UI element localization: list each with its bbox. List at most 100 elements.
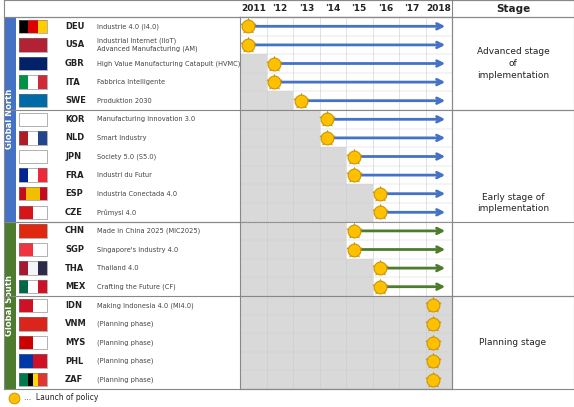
Bar bbox=[28, 75, 38, 89]
Point bbox=[243, 42, 253, 48]
Bar bbox=[266, 54, 452, 73]
Text: ZAF: ZAF bbox=[65, 375, 83, 384]
Text: Singapore's Industry 4.0: Singapore's Industry 4.0 bbox=[97, 247, 179, 252]
Text: '13: '13 bbox=[298, 4, 314, 13]
Text: Made in China 2025 (MIC2025): Made in China 2025 (MIC2025) bbox=[97, 228, 200, 234]
Bar bbox=[19, 354, 47, 368]
Bar bbox=[28, 168, 38, 182]
Text: Crafting the Future (CF): Crafting the Future (CF) bbox=[97, 283, 176, 290]
Text: VNM: VNM bbox=[65, 319, 87, 328]
Bar bbox=[19, 131, 28, 144]
Text: GBR: GBR bbox=[65, 59, 85, 68]
Text: MYS: MYS bbox=[65, 338, 86, 347]
Text: '16: '16 bbox=[378, 4, 393, 13]
Bar bbox=[19, 131, 47, 144]
Bar bbox=[19, 206, 47, 219]
Bar bbox=[373, 203, 452, 221]
Point bbox=[376, 190, 385, 197]
Bar bbox=[38, 75, 47, 89]
Text: CHN: CHN bbox=[65, 226, 85, 235]
Point bbox=[429, 358, 438, 364]
Bar bbox=[28, 261, 38, 275]
Text: High Value Manufacturing Catapult (HVMC): High Value Manufacturing Catapult (HVMC) bbox=[97, 60, 241, 67]
Text: (Planning phase): (Planning phase) bbox=[97, 358, 153, 364]
Bar bbox=[19, 57, 47, 70]
Point bbox=[376, 190, 385, 197]
Text: Early stage of
implementation: Early stage of implementation bbox=[477, 193, 549, 213]
Text: SWE: SWE bbox=[65, 96, 86, 105]
Point bbox=[243, 23, 253, 30]
Point bbox=[350, 172, 359, 178]
Bar bbox=[373, 278, 452, 296]
Text: THA: THA bbox=[65, 264, 84, 273]
Bar bbox=[19, 224, 47, 238]
Point bbox=[270, 60, 279, 67]
Bar bbox=[19, 373, 47, 386]
Bar bbox=[373, 184, 452, 203]
Text: Manufacturing Innovation 3.0: Manufacturing Innovation 3.0 bbox=[97, 116, 195, 122]
Text: USA: USA bbox=[65, 40, 84, 49]
Bar bbox=[19, 224, 47, 238]
Bar bbox=[346, 166, 452, 184]
Bar bbox=[19, 38, 47, 52]
Point bbox=[350, 153, 359, 160]
Point bbox=[376, 283, 385, 290]
Text: 2011: 2011 bbox=[241, 4, 266, 13]
Bar bbox=[28, 131, 38, 144]
Bar bbox=[33, 243, 47, 256]
Point bbox=[323, 135, 332, 141]
Point bbox=[350, 228, 359, 234]
Point bbox=[429, 302, 438, 309]
Text: Stage: Stage bbox=[496, 4, 530, 13]
Bar bbox=[19, 261, 28, 275]
Text: Industrie 4.0 (I4.0): Industrie 4.0 (I4.0) bbox=[97, 23, 159, 30]
Text: FRA: FRA bbox=[65, 171, 84, 179]
Point bbox=[9, 395, 18, 401]
Bar bbox=[40, 187, 47, 200]
Bar bbox=[19, 299, 33, 312]
Point bbox=[323, 135, 332, 141]
Text: PHL: PHL bbox=[65, 357, 83, 365]
Bar bbox=[38, 131, 47, 144]
Point bbox=[243, 23, 253, 30]
Bar bbox=[33, 373, 38, 386]
Bar bbox=[19, 57, 47, 70]
Point bbox=[429, 321, 438, 327]
Text: (Planning phase): (Planning phase) bbox=[97, 339, 153, 346]
Bar bbox=[19, 75, 47, 89]
Point bbox=[350, 153, 359, 160]
Text: Industria Conectada 4.0: Industria Conectada 4.0 bbox=[97, 191, 177, 197]
Text: ...  Launch of policy: ... Launch of policy bbox=[24, 394, 98, 403]
Bar bbox=[266, 73, 452, 92]
Point bbox=[429, 376, 438, 383]
Bar bbox=[38, 373, 47, 386]
Text: '17: '17 bbox=[405, 4, 420, 13]
Bar bbox=[320, 129, 452, 147]
Text: (Planning phase): (Planning phase) bbox=[97, 376, 153, 383]
Point bbox=[350, 172, 359, 178]
Bar bbox=[19, 336, 47, 349]
Bar bbox=[19, 280, 28, 293]
Bar bbox=[33, 354, 47, 368]
Text: ITA: ITA bbox=[65, 78, 80, 87]
Bar bbox=[19, 354, 33, 368]
Point bbox=[376, 265, 385, 271]
Point bbox=[350, 246, 359, 253]
Bar bbox=[19, 150, 47, 163]
Point bbox=[429, 358, 438, 364]
Text: Průmysl 4.0: Průmysl 4.0 bbox=[97, 209, 136, 216]
Text: MEX: MEX bbox=[65, 282, 86, 291]
Text: KOR: KOR bbox=[65, 115, 84, 124]
Bar bbox=[19, 168, 47, 182]
Text: (Planning phase): (Planning phase) bbox=[97, 321, 153, 327]
Bar bbox=[33, 206, 47, 219]
Point bbox=[350, 246, 359, 253]
Bar bbox=[4, 221, 16, 389]
Bar bbox=[19, 261, 47, 275]
Point bbox=[376, 209, 385, 216]
Text: Global North: Global North bbox=[6, 89, 14, 149]
Text: '15: '15 bbox=[352, 4, 367, 13]
Text: Global South: Global South bbox=[6, 275, 14, 336]
Bar bbox=[38, 168, 47, 182]
Text: NLD: NLD bbox=[65, 133, 84, 142]
